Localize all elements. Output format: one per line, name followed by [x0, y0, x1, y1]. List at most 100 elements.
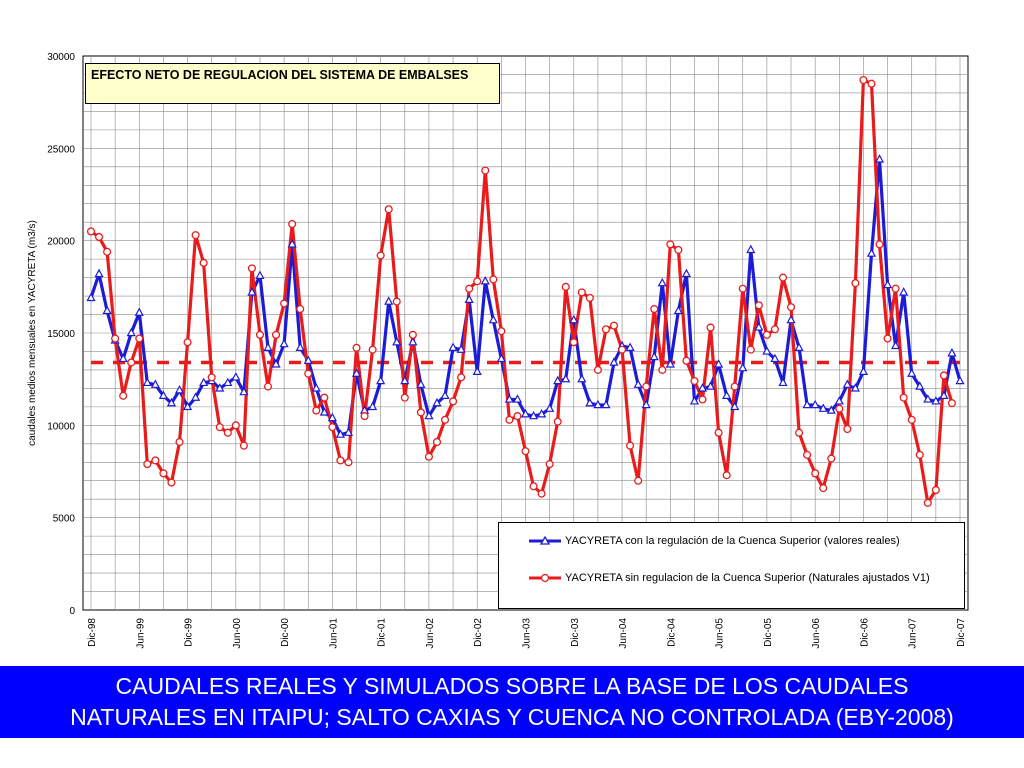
x-tick-label: Dic-99: [184, 618, 195, 647]
point-real: [697, 383, 708, 392]
point-natural: [272, 330, 281, 339]
point-real: [874, 154, 885, 163]
point-real: [858, 366, 869, 375]
point-real: [271, 359, 281, 368]
x-tick-label: Jun-03: [522, 618, 533, 649]
point-real: [593, 399, 603, 409]
point-real: [255, 270, 265, 279]
point-natural: [618, 345, 627, 354]
point-real: [818, 403, 828, 412]
caption-banner: CAUDALES REALES Y SIMULADOS SOBRE LA BAS…: [0, 666, 1024, 738]
point-natural: [280, 299, 289, 308]
point-real: [826, 405, 836, 414]
point-natural: [489, 275, 498, 284]
y-axis-label: caudales medios mensuales en YACYRETA (m…: [27, 220, 38, 446]
x-tick-label: Dic-02: [473, 618, 484, 647]
point-real: [182, 401, 193, 411]
point-natural: [835, 404, 844, 413]
point-natural: [770, 325, 779, 334]
point-real: [303, 355, 313, 364]
x-tick-label: Dic-06: [859, 618, 870, 647]
point-natural: [481, 166, 490, 175]
point-real: [400, 375, 410, 385]
point-real: [714, 359, 724, 368]
point-natural: [529, 482, 538, 491]
point-real: [834, 396, 844, 405]
point-real: [150, 379, 160, 388]
point-natural: [320, 393, 329, 402]
point-natural: [690, 376, 699, 386]
point-real: [327, 412, 337, 422]
point-natural: [296, 304, 305, 314]
point-natural: [706, 323, 715, 332]
point-natural: [111, 334, 120, 343]
point-natural: [344, 458, 353, 467]
point-real: [408, 336, 418, 346]
series-lines: [86, 75, 965, 507]
point-natural: [143, 460, 152, 469]
point-real: [464, 294, 474, 303]
point-real: [440, 390, 450, 399]
point-real: [126, 327, 136, 337]
point-natural: [666, 240, 675, 249]
point-natural: [827, 454, 836, 463]
point-real: [174, 384, 185, 394]
point-real: [528, 410, 539, 420]
x-tick-label: Jun-01: [328, 618, 339, 649]
point-real: [955, 375, 965, 385]
point-real: [319, 407, 329, 416]
point-real: [496, 353, 506, 363]
point-natural: [231, 421, 240, 430]
point-real: [794, 342, 804, 351]
y-tick-label: 30000: [47, 52, 75, 63]
point-real: [456, 344, 466, 353]
point-natural: [103, 247, 112, 256]
point-natural: [730, 382, 739, 391]
y-tick-label: 15000: [47, 329, 75, 340]
point-real: [134, 307, 144, 316]
point-real: [142, 377, 152, 387]
point-natural: [497, 327, 506, 336]
point-natural: [505, 415, 514, 424]
point-natural: [247, 264, 256, 273]
point-real: [166, 397, 177, 407]
point-real: [561, 373, 571, 383]
point-natural: [223, 428, 232, 437]
point-natural: [714, 428, 723, 437]
point-real: [770, 353, 780, 363]
point-real: [368, 401, 378, 411]
point-real: [424, 410, 434, 420]
point-natural: [167, 478, 176, 487]
point-real: [384, 296, 394, 305]
point-real: [86, 292, 96, 302]
point-real: [907, 368, 917, 377]
point-real: [882, 279, 893, 289]
point-natural: [891, 284, 900, 293]
point-real: [311, 383, 321, 392]
point-real: [601, 399, 611, 409]
point-natural: [151, 456, 160, 465]
point-real: [239, 386, 249, 396]
point-natural: [634, 476, 643, 485]
legend: YACYRETA con la regulación de la Cuenca …: [498, 522, 965, 609]
point-real: [705, 381, 716, 390]
axis-labels: 0 5000 10000 15000 20000 25000 30000 Dic-98 Jun-…: [47, 52, 967, 649]
point-natural: [650, 304, 659, 314]
point-real: [762, 346, 772, 355]
y-tick-label: 25000: [47, 144, 75, 155]
point-natural: [400, 393, 409, 402]
point-natural: [642, 382, 651, 391]
x-tick-label: Jun-05: [715, 618, 726, 649]
point-natural: [859, 75, 868, 85]
point-real: [778, 377, 788, 387]
x-tick-label: Dic-05: [763, 618, 774, 647]
point-real: [625, 342, 635, 351]
point-natural: [255, 330, 265, 339]
point-natural: [119, 391, 128, 400]
point-natural: [215, 423, 224, 432]
point-natural: [328, 423, 337, 432]
point-natural: [86, 227, 96, 236]
point-natural: [183, 338, 192, 347]
point-natural: [263, 382, 273, 391]
point-real: [472, 366, 482, 375]
